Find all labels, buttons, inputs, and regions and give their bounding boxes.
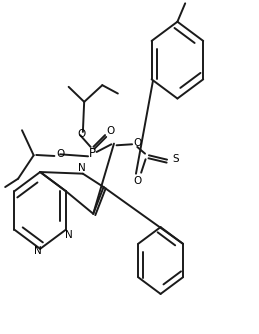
Text: O: O <box>106 126 114 136</box>
Text: O: O <box>77 129 86 139</box>
Text: N: N <box>65 230 73 239</box>
Text: S: S <box>172 154 179 164</box>
Text: O: O <box>56 149 64 159</box>
Text: O: O <box>133 138 141 148</box>
Text: N: N <box>34 245 41 256</box>
Text: O: O <box>133 176 141 186</box>
Text: P: P <box>88 147 96 160</box>
Text: N: N <box>78 163 85 173</box>
